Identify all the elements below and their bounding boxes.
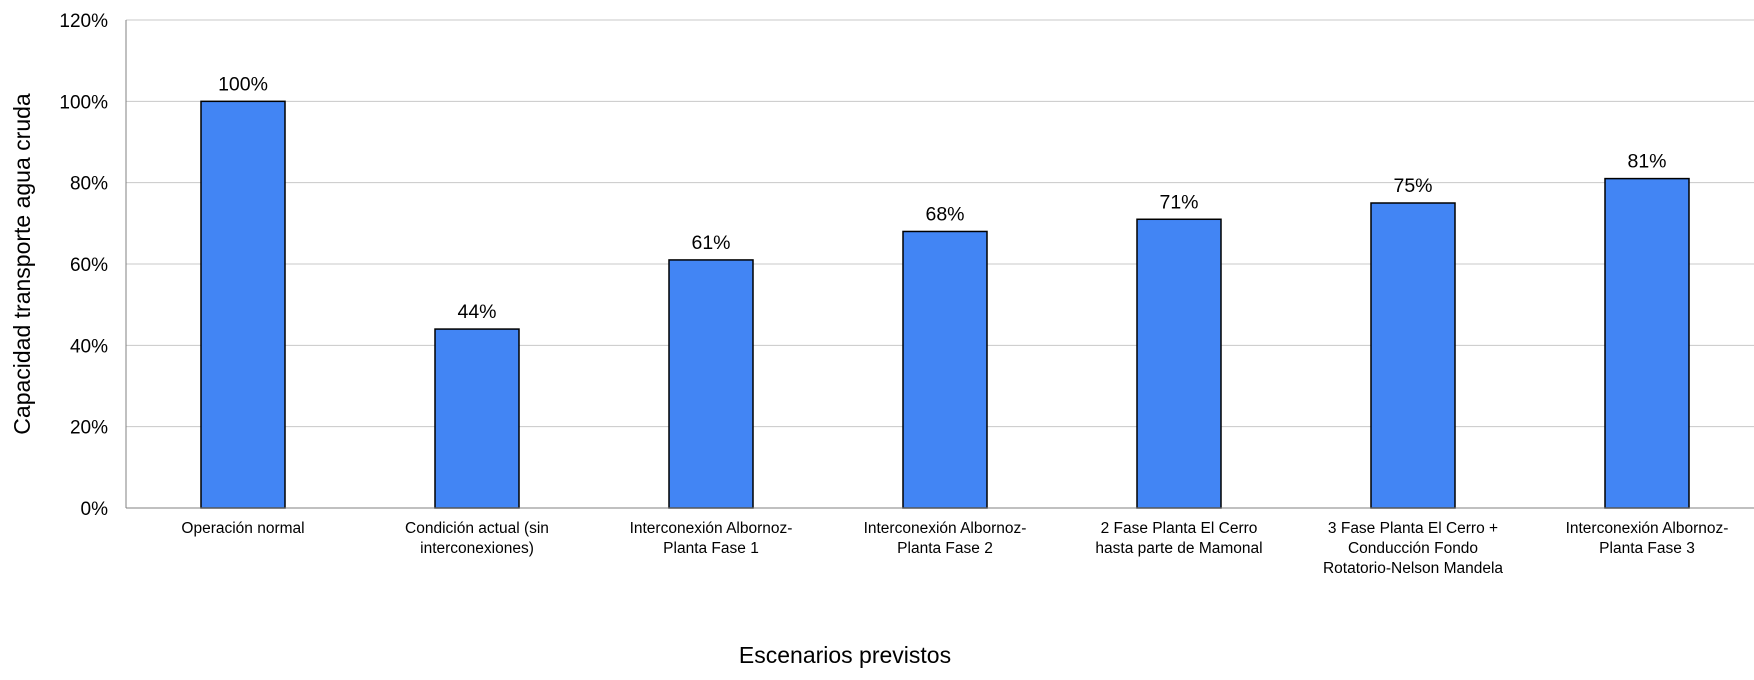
y-tick-label: 100% [59,92,108,113]
bar [200,100,286,509]
data-label: 81% [1627,151,1666,173]
y-tick-label: 80% [70,174,108,195]
data-label: 75% [1393,175,1432,197]
data-label: 61% [691,232,730,254]
bar [902,230,988,509]
bar [1604,177,1690,509]
x-tick-label: Operación normal [181,520,304,537]
bar [668,259,754,509]
x-tick-label: Interconexión Albornoz-Planta Fase 2 [864,520,1027,557]
bar [434,328,520,509]
x-axis-category-labels: Operación normal Condición actual (sin int… [181,520,1728,577]
y-axis-title: Capacidad transporte agua cruda [9,93,35,435]
y-tick-label: 60% [70,255,108,276]
y-tick-label: 40% [70,336,108,357]
data-label: 100% [218,73,268,95]
y-tick-label: 120% [59,11,108,32]
x-tick-label: 2 Fase Planta El Cerro hasta parte de Mam… [1095,520,1262,557]
bars [200,100,1690,509]
x-axis-title: Escenarios previstos [739,642,951,668]
bar [1136,218,1222,509]
data-label: 71% [1159,191,1198,213]
y-tick-label: 20% [70,418,108,439]
x-tick-label: 3 Fase Planta El Cerro + Conducción Fondo… [1323,520,1503,577]
x-tick-label: Condición actual (sin interconexiones) [405,520,549,557]
y-axis-tick-labels: 0% 20% 40% 60% 80% 100% 120% [59,11,108,520]
x-tick-label: Interconexión Albornoz-Planta Fase 3 [1566,520,1729,557]
data-label: 44% [457,301,496,323]
data-label: 68% [925,203,964,225]
y-tick-label: 0% [81,499,109,520]
x-tick-label: Interconexión Albornoz-Planta Fase 1 [630,520,793,557]
data-labels: 100% 44% 61% 68% 71% 75% 81% [218,73,1666,323]
bar [1370,202,1456,509]
